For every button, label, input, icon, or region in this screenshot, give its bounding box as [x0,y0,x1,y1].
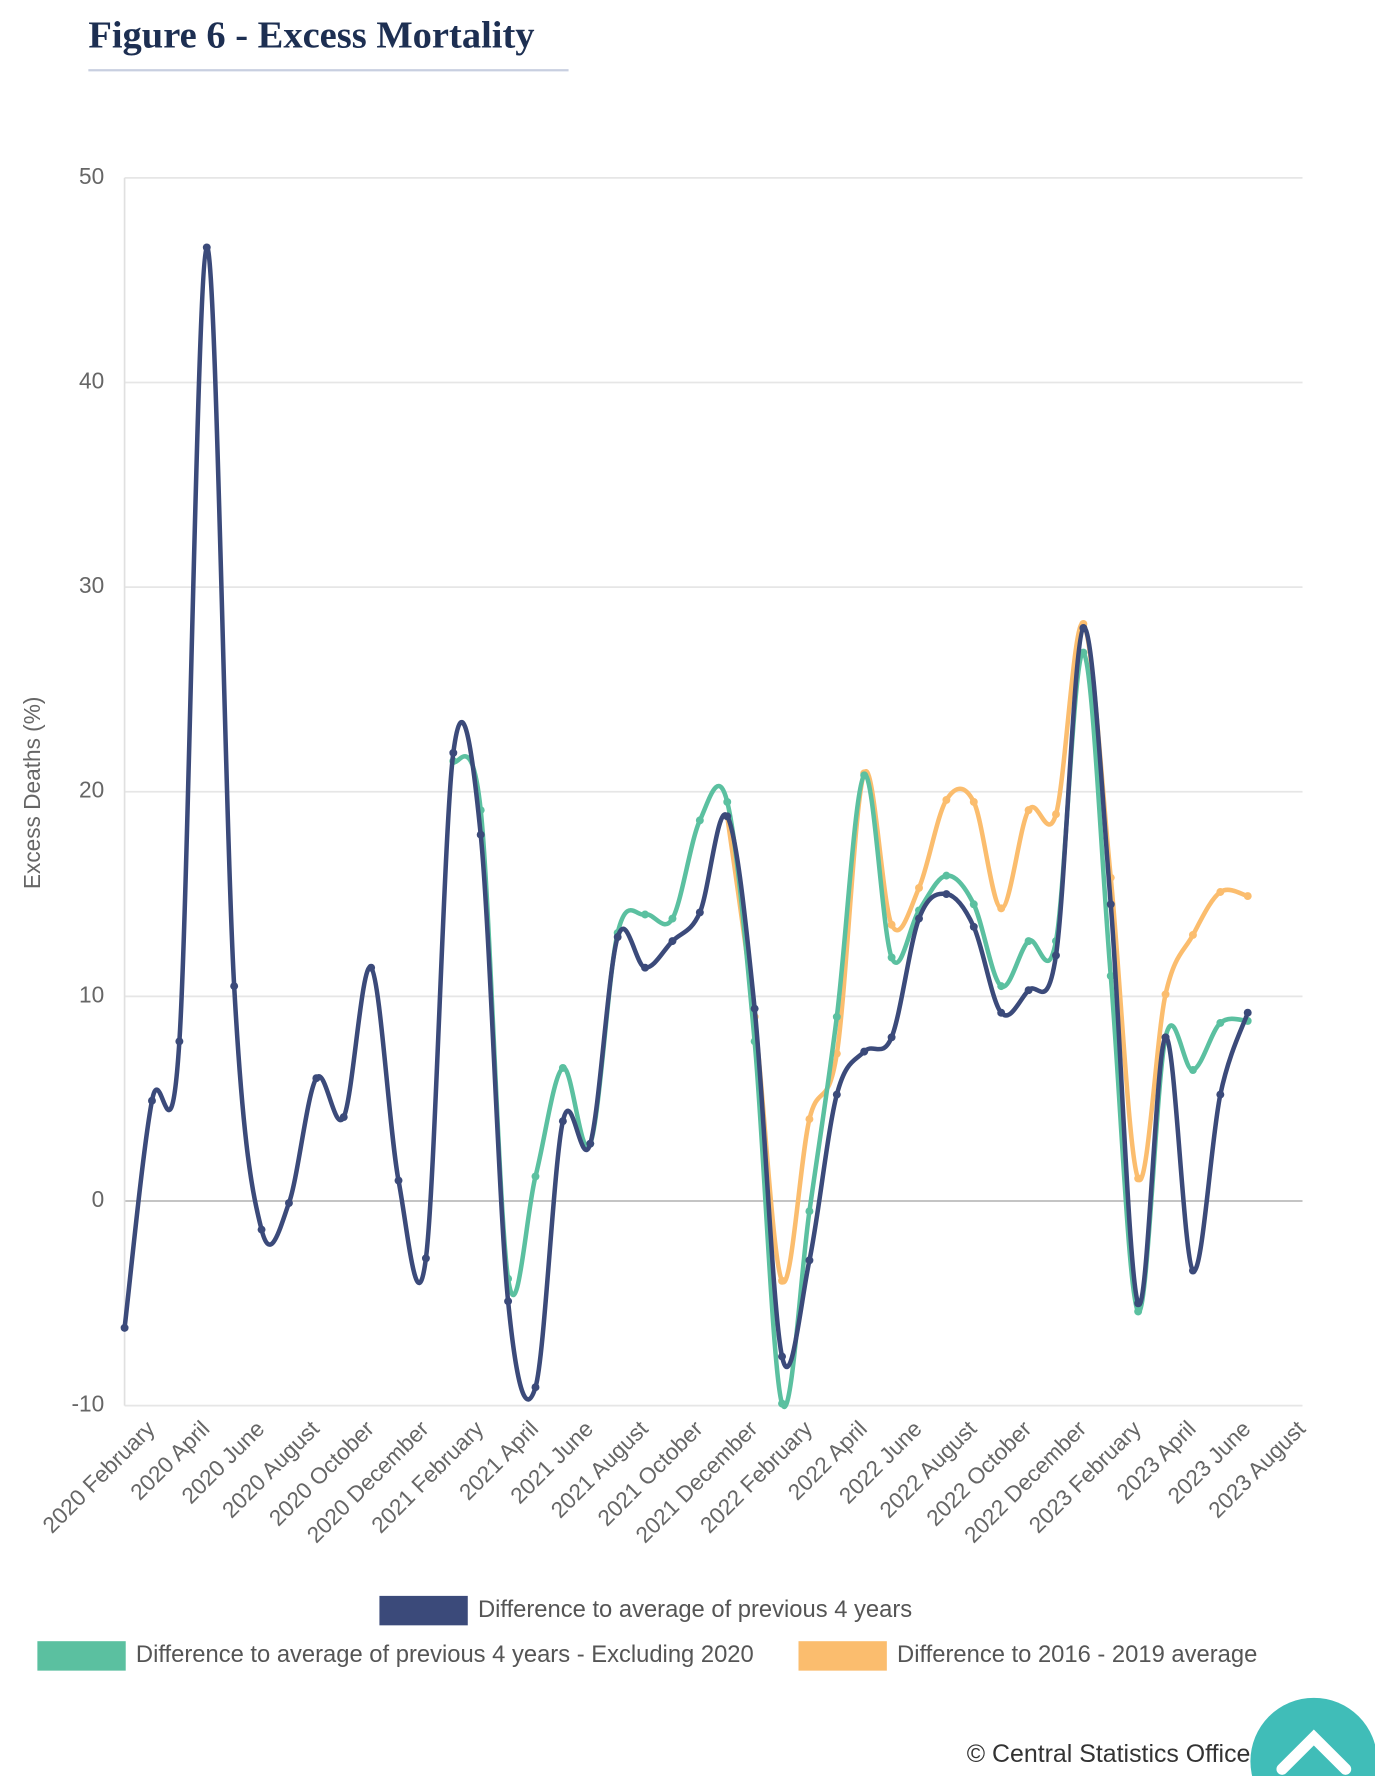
point [531,1172,540,1181]
point [695,816,704,825]
point [1079,624,1088,632]
point [942,871,951,880]
point [641,910,650,919]
point [1106,971,1115,980]
point [367,963,376,972]
point [175,1037,184,1046]
legend-swatch [798,1641,887,1671]
point [723,797,732,806]
series-line [122,245,1250,1402]
point [1188,1266,1197,1275]
point [969,922,978,931]
point [1161,990,1170,999]
point [1024,806,1033,815]
point [1161,1033,1170,1042]
point [942,890,951,899]
point [1243,892,1252,901]
point [476,830,485,839]
point [1216,888,1225,896]
point [312,1074,321,1083]
point [805,1207,814,1216]
y-tick-label: 20 [79,777,104,803]
point [887,1033,896,1042]
legend-swatch [379,1595,468,1626]
point [148,1096,156,1105]
point [942,795,951,804]
point [969,797,978,806]
point [120,1323,129,1332]
legend-label: Difference to 2016 - 2019 average [897,1641,1257,1668]
point [860,1047,869,1056]
point [558,1117,567,1126]
point [641,963,650,972]
point [394,1176,403,1185]
point [969,900,978,909]
point [531,1383,540,1392]
point [832,1012,841,1021]
chart-title: Figure 6 - Excess Mortality [88,14,534,56]
point [339,1113,348,1122]
point [805,1115,814,1124]
point [668,914,677,923]
point [750,1004,759,1013]
point [421,1254,430,1263]
point [668,937,677,946]
y-axis-label: Excess Deaths (%) [19,697,45,890]
scroll-top-button[interactable] [1250,1697,1375,1776]
point [1134,1299,1143,1308]
point [805,1256,814,1265]
y-tick-label: 30 [79,572,104,598]
point [257,1225,266,1234]
point [860,771,869,780]
point [887,953,896,962]
point [887,920,896,929]
point [504,1297,513,1306]
y-tick-label: 50 [79,163,104,189]
point [1216,1090,1225,1099]
legend-label: Difference to average of previous 4 year… [136,1641,754,1668]
point [1079,648,1088,657]
point [1134,1307,1143,1316]
point [723,812,732,821]
point [1024,937,1033,946]
point [1216,1018,1225,1027]
point [1188,1066,1197,1074]
point [695,908,704,917]
point [586,1139,595,1148]
legend-label: Difference to average of previous 4 year… [478,1596,912,1623]
point [997,904,1006,913]
y-tick-label: 40 [79,367,104,393]
y-tick-label: -10 [71,1391,104,1417]
point [230,982,239,991]
point [449,748,458,757]
point [915,914,923,923]
point [202,243,211,252]
point [284,1199,293,1207]
point [613,933,622,941]
point [778,1399,786,1408]
point [915,883,923,892]
point [832,1049,841,1058]
point [1134,1174,1143,1183]
point [1052,810,1060,819]
point [1243,1008,1252,1017]
point [1024,986,1033,995]
point [778,1276,786,1285]
point [778,1352,786,1361]
source: © Central Statistics Office [967,1740,1251,1768]
point [997,1008,1006,1017]
legend-swatch [37,1641,126,1671]
y-tick-label: 10 [79,981,104,1007]
point [1052,951,1060,960]
point [997,982,1006,991]
point [1106,900,1115,909]
point [832,1090,841,1099]
y-tick-label: 0 [92,1186,105,1212]
point [558,1064,567,1072]
point [1188,931,1197,939]
series-line [451,650,1248,1410]
